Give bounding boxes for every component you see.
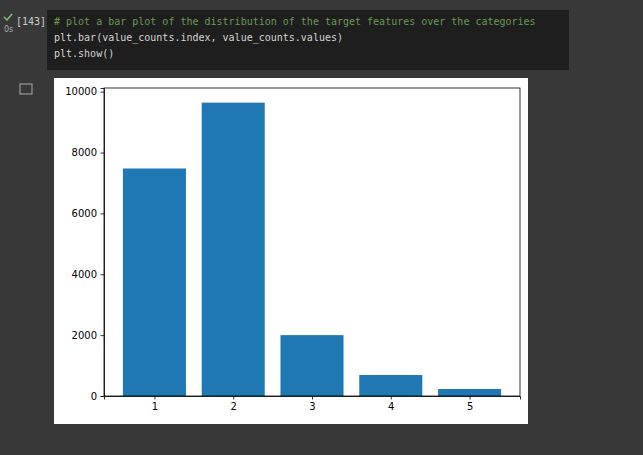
tick-mark xyxy=(101,92,105,93)
tick-label: 0 xyxy=(91,391,97,402)
tick-mark xyxy=(101,153,105,154)
tick-label: 1 xyxy=(152,401,158,412)
code-line: plt.bar(value_counts.index, value_counts… xyxy=(54,32,343,44)
tick-label: 5 xyxy=(467,401,473,412)
page: 0s[143] # plot a bar plot of the distribu… xyxy=(0,0,643,455)
tick: 8000 xyxy=(72,147,104,158)
code-line: # plot a bar plot of the distribution of… xyxy=(54,16,536,27)
tick-label: 8000 xyxy=(72,147,97,158)
tick-label: 6000 xyxy=(72,208,97,219)
axis-line xyxy=(105,397,521,400)
tick-label: 2 xyxy=(231,401,237,412)
execution-count: [143] xyxy=(16,16,46,27)
tick: 4 xyxy=(388,396,394,412)
tick-mark xyxy=(101,335,105,336)
bars xyxy=(123,103,501,396)
tick-label: 4000 xyxy=(72,269,97,280)
tick-mark xyxy=(101,274,105,275)
bar xyxy=(438,389,501,396)
output-icon xyxy=(20,84,32,94)
y-axis: 0 2000 4000 6000 8000 10000 xyxy=(65,86,104,401)
code-line: plt.show() xyxy=(54,48,114,59)
code-cell xyxy=(47,10,569,70)
tick: 2000 xyxy=(72,330,104,341)
bar xyxy=(359,375,422,396)
tick-mark xyxy=(312,396,313,400)
tick-mark xyxy=(233,396,234,400)
bar xyxy=(202,103,265,396)
tick-label: 10000 xyxy=(65,86,97,97)
tick: 0 xyxy=(91,391,104,402)
tick-label: 3 xyxy=(309,401,315,412)
bar xyxy=(123,169,186,397)
tick-mark xyxy=(391,396,392,400)
x-axis: 1 2 3 4 5 xyxy=(105,396,521,412)
tick: 10000 xyxy=(65,86,104,97)
tick-mark xyxy=(101,396,105,397)
tick: 3 xyxy=(309,396,315,412)
duration: 0s xyxy=(4,25,13,34)
tick: 2 xyxy=(231,396,237,412)
tick-mark xyxy=(470,396,471,400)
tick: 4000 xyxy=(72,269,104,280)
frame xyxy=(104,88,520,396)
tick-mark xyxy=(101,213,105,214)
tick-mark xyxy=(154,396,155,400)
tick-label: 2000 xyxy=(72,330,97,341)
check-icon xyxy=(4,14,12,20)
figure-background xyxy=(54,78,528,424)
tick: 1 xyxy=(152,396,158,412)
tick: 6000 xyxy=(72,208,104,219)
tick: 5 xyxy=(467,396,473,412)
plot: 1 2 3 4 5 0 2000 4000 6000 8000 10000 xyxy=(65,86,520,412)
bar xyxy=(280,335,343,396)
tick-label: 4 xyxy=(388,401,394,412)
